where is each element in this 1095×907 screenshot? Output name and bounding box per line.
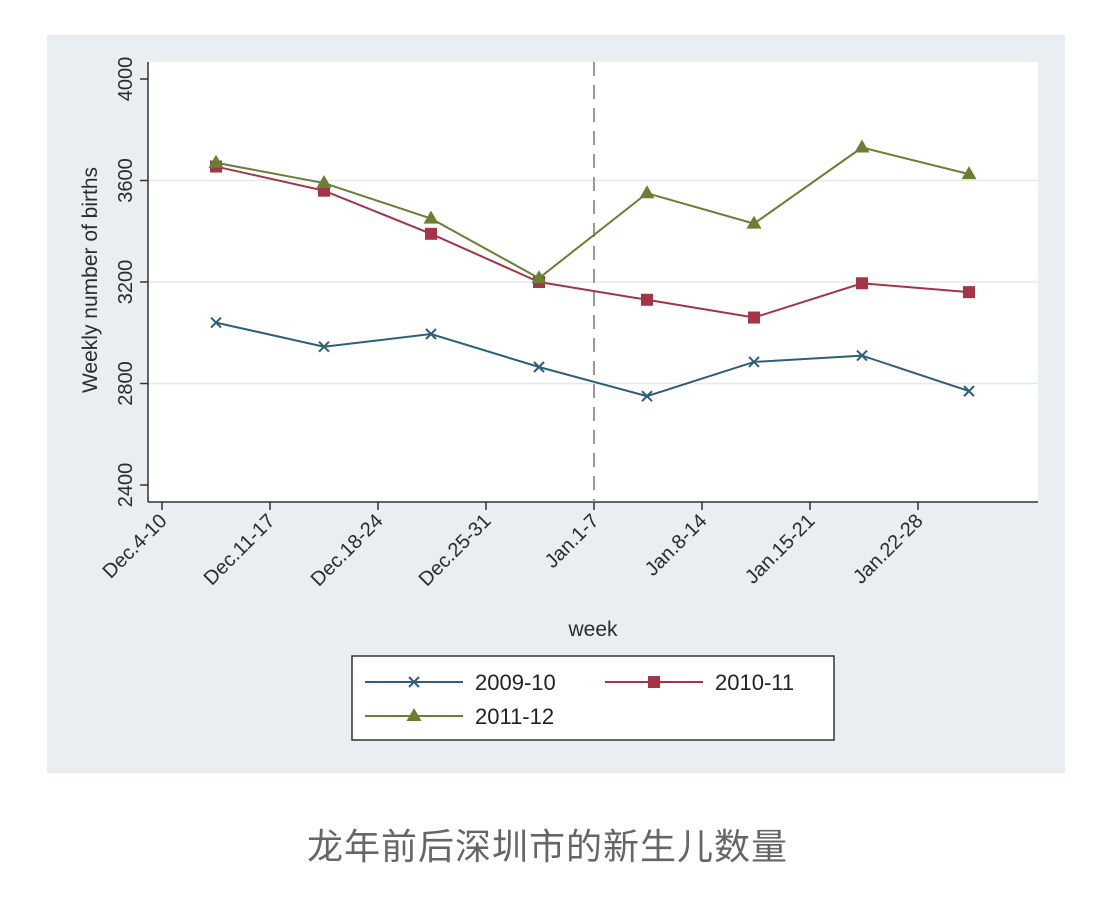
triangle-marker bbox=[961, 166, 977, 180]
square-marker bbox=[963, 286, 975, 299]
legend-item-2011-12: 2011-12 bbox=[365, 704, 554, 729]
series-2009-10 bbox=[210, 316, 975, 402]
triangle-marker bbox=[531, 270, 547, 284]
x-marker bbox=[641, 390, 653, 402]
legend-label: 2010-11 bbox=[715, 670, 794, 695]
square-marker bbox=[748, 311, 760, 324]
y-tick-label: 3200 bbox=[115, 260, 137, 305]
triangle-marker bbox=[406, 708, 422, 721]
x-marker bbox=[748, 356, 760, 368]
x-marker bbox=[533, 361, 545, 373]
legend-label: 2009-10 bbox=[475, 670, 556, 695]
x-ticks: Dec.4-10 Dec.11-17 Dec.18-24 Dec.25-31 Jan.1… bbox=[99, 502, 928, 591]
series-2011-12 bbox=[208, 139, 977, 284]
x-tick-label: Dec.25-31 bbox=[415, 510, 496, 591]
square-marker bbox=[425, 227, 437, 240]
legend-box bbox=[351, 655, 835, 741]
x-marker bbox=[856, 349, 868, 362]
x-axis-title: week bbox=[567, 618, 618, 641]
square-marker bbox=[641, 293, 653, 306]
x-tick-label: Jan.8-14 bbox=[641, 510, 712, 581]
series-group bbox=[208, 139, 977, 402]
series-line bbox=[215, 321, 970, 398]
triangle-marker bbox=[854, 139, 870, 153]
series-line bbox=[215, 146, 970, 280]
legend: 2009-10 2010-11 2011-12 bbox=[351, 655, 835, 741]
y-tick-label: 2400 bbox=[115, 463, 137, 508]
x-marker bbox=[408, 676, 420, 688]
triangle-marker bbox=[423, 210, 439, 224]
legend-item-2010-11: 2010-11 bbox=[605, 670, 794, 695]
legend-label: 2011-12 bbox=[475, 704, 554, 729]
x-tick-label: Dec.11-17 bbox=[200, 510, 280, 590]
series-line bbox=[215, 165, 970, 319]
x-marker bbox=[425, 328, 437, 340]
x-tick-label: Jan.22-28 bbox=[849, 510, 927, 588]
square-marker bbox=[856, 277, 868, 290]
y-tick-label: 3600 bbox=[115, 158, 137, 203]
x-tick-label: Dec.18-24 bbox=[307, 510, 388, 591]
square-marker bbox=[648, 676, 660, 688]
x-marker bbox=[318, 340, 330, 353]
y-axis-title: Weekly number of births bbox=[79, 167, 102, 393]
triangle-marker bbox=[316, 175, 332, 189]
x-tick-label: Dec.4-10 bbox=[99, 510, 172, 583]
triangle-marker bbox=[639, 185, 655, 199]
y-tick-label: 4000 bbox=[115, 57, 137, 102]
x-marker bbox=[963, 385, 975, 397]
figure-caption: 龙年前后深圳市的新生儿数量 bbox=[306, 827, 788, 868]
triangle-marker bbox=[746, 215, 762, 229]
legend-item-2009-10: 2009-10 bbox=[365, 670, 556, 695]
triangle-marker bbox=[208, 154, 224, 168]
y-tick-label: 2800 bbox=[115, 361, 137, 406]
x-tick-label: Jan.1-7 bbox=[541, 510, 604, 573]
x-tick-label: Jan.15-21 bbox=[741, 510, 819, 588]
x-marker bbox=[210, 316, 222, 329]
y-ticks: 2400 2800 3200 3600 4000 bbox=[115, 57, 148, 508]
